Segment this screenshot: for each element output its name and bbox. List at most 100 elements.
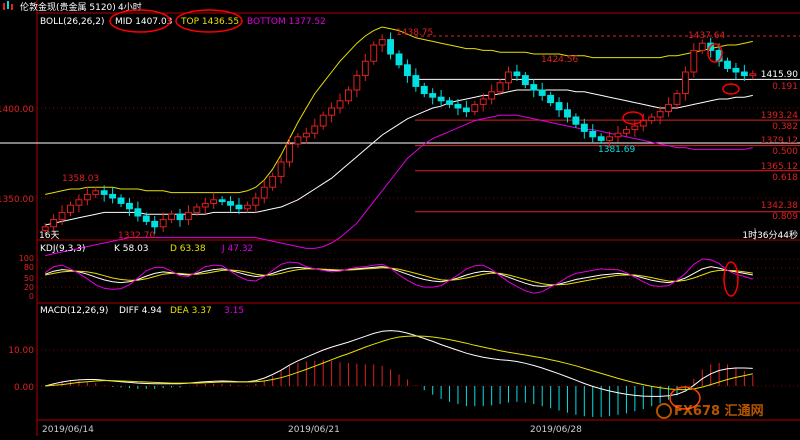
candlestick — [294, 133, 302, 148]
kdj-lines — [44, 258, 753, 294]
candlestick — [311, 118, 319, 139]
candlestick — [547, 91, 555, 107]
candlestick — [151, 216, 159, 234]
ratio-label: 0.500 — [772, 147, 798, 157]
low-annotation: 1332.70 — [118, 231, 155, 241]
candlestick — [125, 198, 133, 216]
ratio-label: 0.382 — [772, 122, 798, 132]
candlestick — [614, 126, 622, 143]
x-tick-label: 2019/06/28 — [530, 425, 582, 435]
candlestick — [361, 54, 369, 81]
candlestick — [690, 43, 698, 78]
mid-highlight-circle — [109, 9, 171, 33]
price-annotations: 1358.03 1332.70 1438.75 1424.56 1381.69 … — [39, 28, 798, 241]
candlestick — [471, 100, 479, 116]
ratio-label: 0.618 — [772, 173, 798, 183]
candlestick — [100, 185, 108, 202]
kdj-d-value: D 63.38 — [170, 244, 206, 254]
macd-y-tick-label: 0.00 — [14, 383, 34, 393]
candlestick — [269, 172, 277, 191]
candlestick — [193, 203, 201, 216]
candlestick — [521, 72, 529, 89]
macd-diff-value: DIFF 4.94 — [119, 306, 162, 316]
kdj-k-value: K 58.03 — [114, 244, 149, 254]
price-label: 1393.24 — [761, 111, 798, 121]
candlestick — [698, 39, 706, 54]
candlestick — [252, 192, 260, 213]
candlestick — [555, 97, 563, 117]
candlestick — [159, 212, 167, 233]
candlestick — [564, 102, 571, 123]
kdj-j-line — [44, 258, 753, 294]
candlestick — [665, 97, 673, 117]
annotation-circle — [707, 43, 723, 63]
candlestick — [345, 86, 352, 105]
candlestick — [184, 205, 192, 225]
y-tick-label: 1400.00 — [0, 105, 34, 115]
candlestick — [328, 102, 336, 123]
kdj-legend: KDJ(9,3,3) K 58.03 D 63.38 J 47.32 — [40, 244, 253, 254]
price-label: 1379.12 — [761, 136, 798, 146]
candlestick — [437, 90, 445, 107]
x-tick-label: 2019/06/21 — [288, 425, 340, 435]
kdj-y-tick-label: 50 — [24, 274, 34, 283]
macd-diff-line — [45, 330, 753, 397]
candlestick — [597, 133, 605, 144]
candlestick — [235, 198, 243, 215]
boll-top-value: TOP 1436.55 — [180, 17, 239, 27]
candlestick — [286, 136, 293, 168]
candlestick — [496, 79, 504, 96]
candlestick — [370, 41, 378, 65]
candlestick — [420, 82, 428, 98]
annotation-circle — [722, 83, 740, 95]
candlestick — [395, 50, 403, 69]
macd-label[interactable]: MACD(12,26,9) — [40, 306, 108, 316]
macd-dea-line — [45, 335, 753, 391]
candlestick — [227, 196, 234, 213]
candlestick — [446, 97, 453, 108]
boll-indicator-label[interactable]: BOLL(26,26,2) — [40, 17, 105, 27]
macd-lines — [45, 330, 753, 397]
kdj-annotation-circle — [723, 261, 739, 297]
candlestick — [319, 111, 327, 130]
top-highlight-circle — [175, 9, 243, 33]
fx678-watermark: FX678 汇通网 — [656, 403, 764, 419]
candlestick — [83, 187, 91, 206]
candlestick — [75, 194, 83, 213]
boll-legend: BOLL(26,26,2) MID 1407.03 TOP 1436.55 BO… — [40, 9, 326, 33]
candlestick — [606, 131, 614, 148]
candlestick — [67, 201, 74, 216]
symbol-title: 伦敦金现(贵金属 5120) — [20, 1, 116, 13]
candlestick — [41, 223, 49, 234]
candlestick — [92, 187, 100, 198]
macd-value: 3.15 — [224, 306, 244, 316]
candlestick — [378, 34, 386, 53]
y-tick-label: 1350.00 — [0, 195, 34, 205]
annotation-circle — [622, 111, 644, 125]
high-annotation: 1358.03 — [62, 174, 99, 184]
candlestick — [117, 194, 125, 207]
kdj-label[interactable]: KDJ(9,3,3) — [40, 244, 85, 254]
price-label: 1342.38 — [761, 201, 798, 211]
chart-type-icon — [3, 1, 13, 10]
macd-dea-value: DEA 3.37 — [170, 306, 212, 316]
candlestick — [201, 198, 209, 215]
candlestick — [505, 66, 512, 90]
kdj-d-line — [45, 267, 753, 286]
macd-histogram — [53, 360, 754, 417]
candlestick — [403, 59, 411, 83]
candlestick — [58, 205, 66, 225]
candlestick — [479, 93, 487, 112]
candlestick — [336, 93, 344, 114]
candlestick — [572, 113, 580, 128]
candlestick — [538, 82, 546, 101]
candlestick — [109, 187, 117, 204]
macd-y-tick-label: 10.00 — [8, 346, 34, 356]
high-annotation: 1424.56 — [541, 55, 578, 65]
candlestick — [740, 64, 748, 81]
price-label: 1365.12 — [761, 162, 798, 172]
kdj-y-tick-label: 100 — [19, 254, 34, 263]
candlestick — [218, 196, 226, 206]
candlestick — [648, 113, 656, 125]
